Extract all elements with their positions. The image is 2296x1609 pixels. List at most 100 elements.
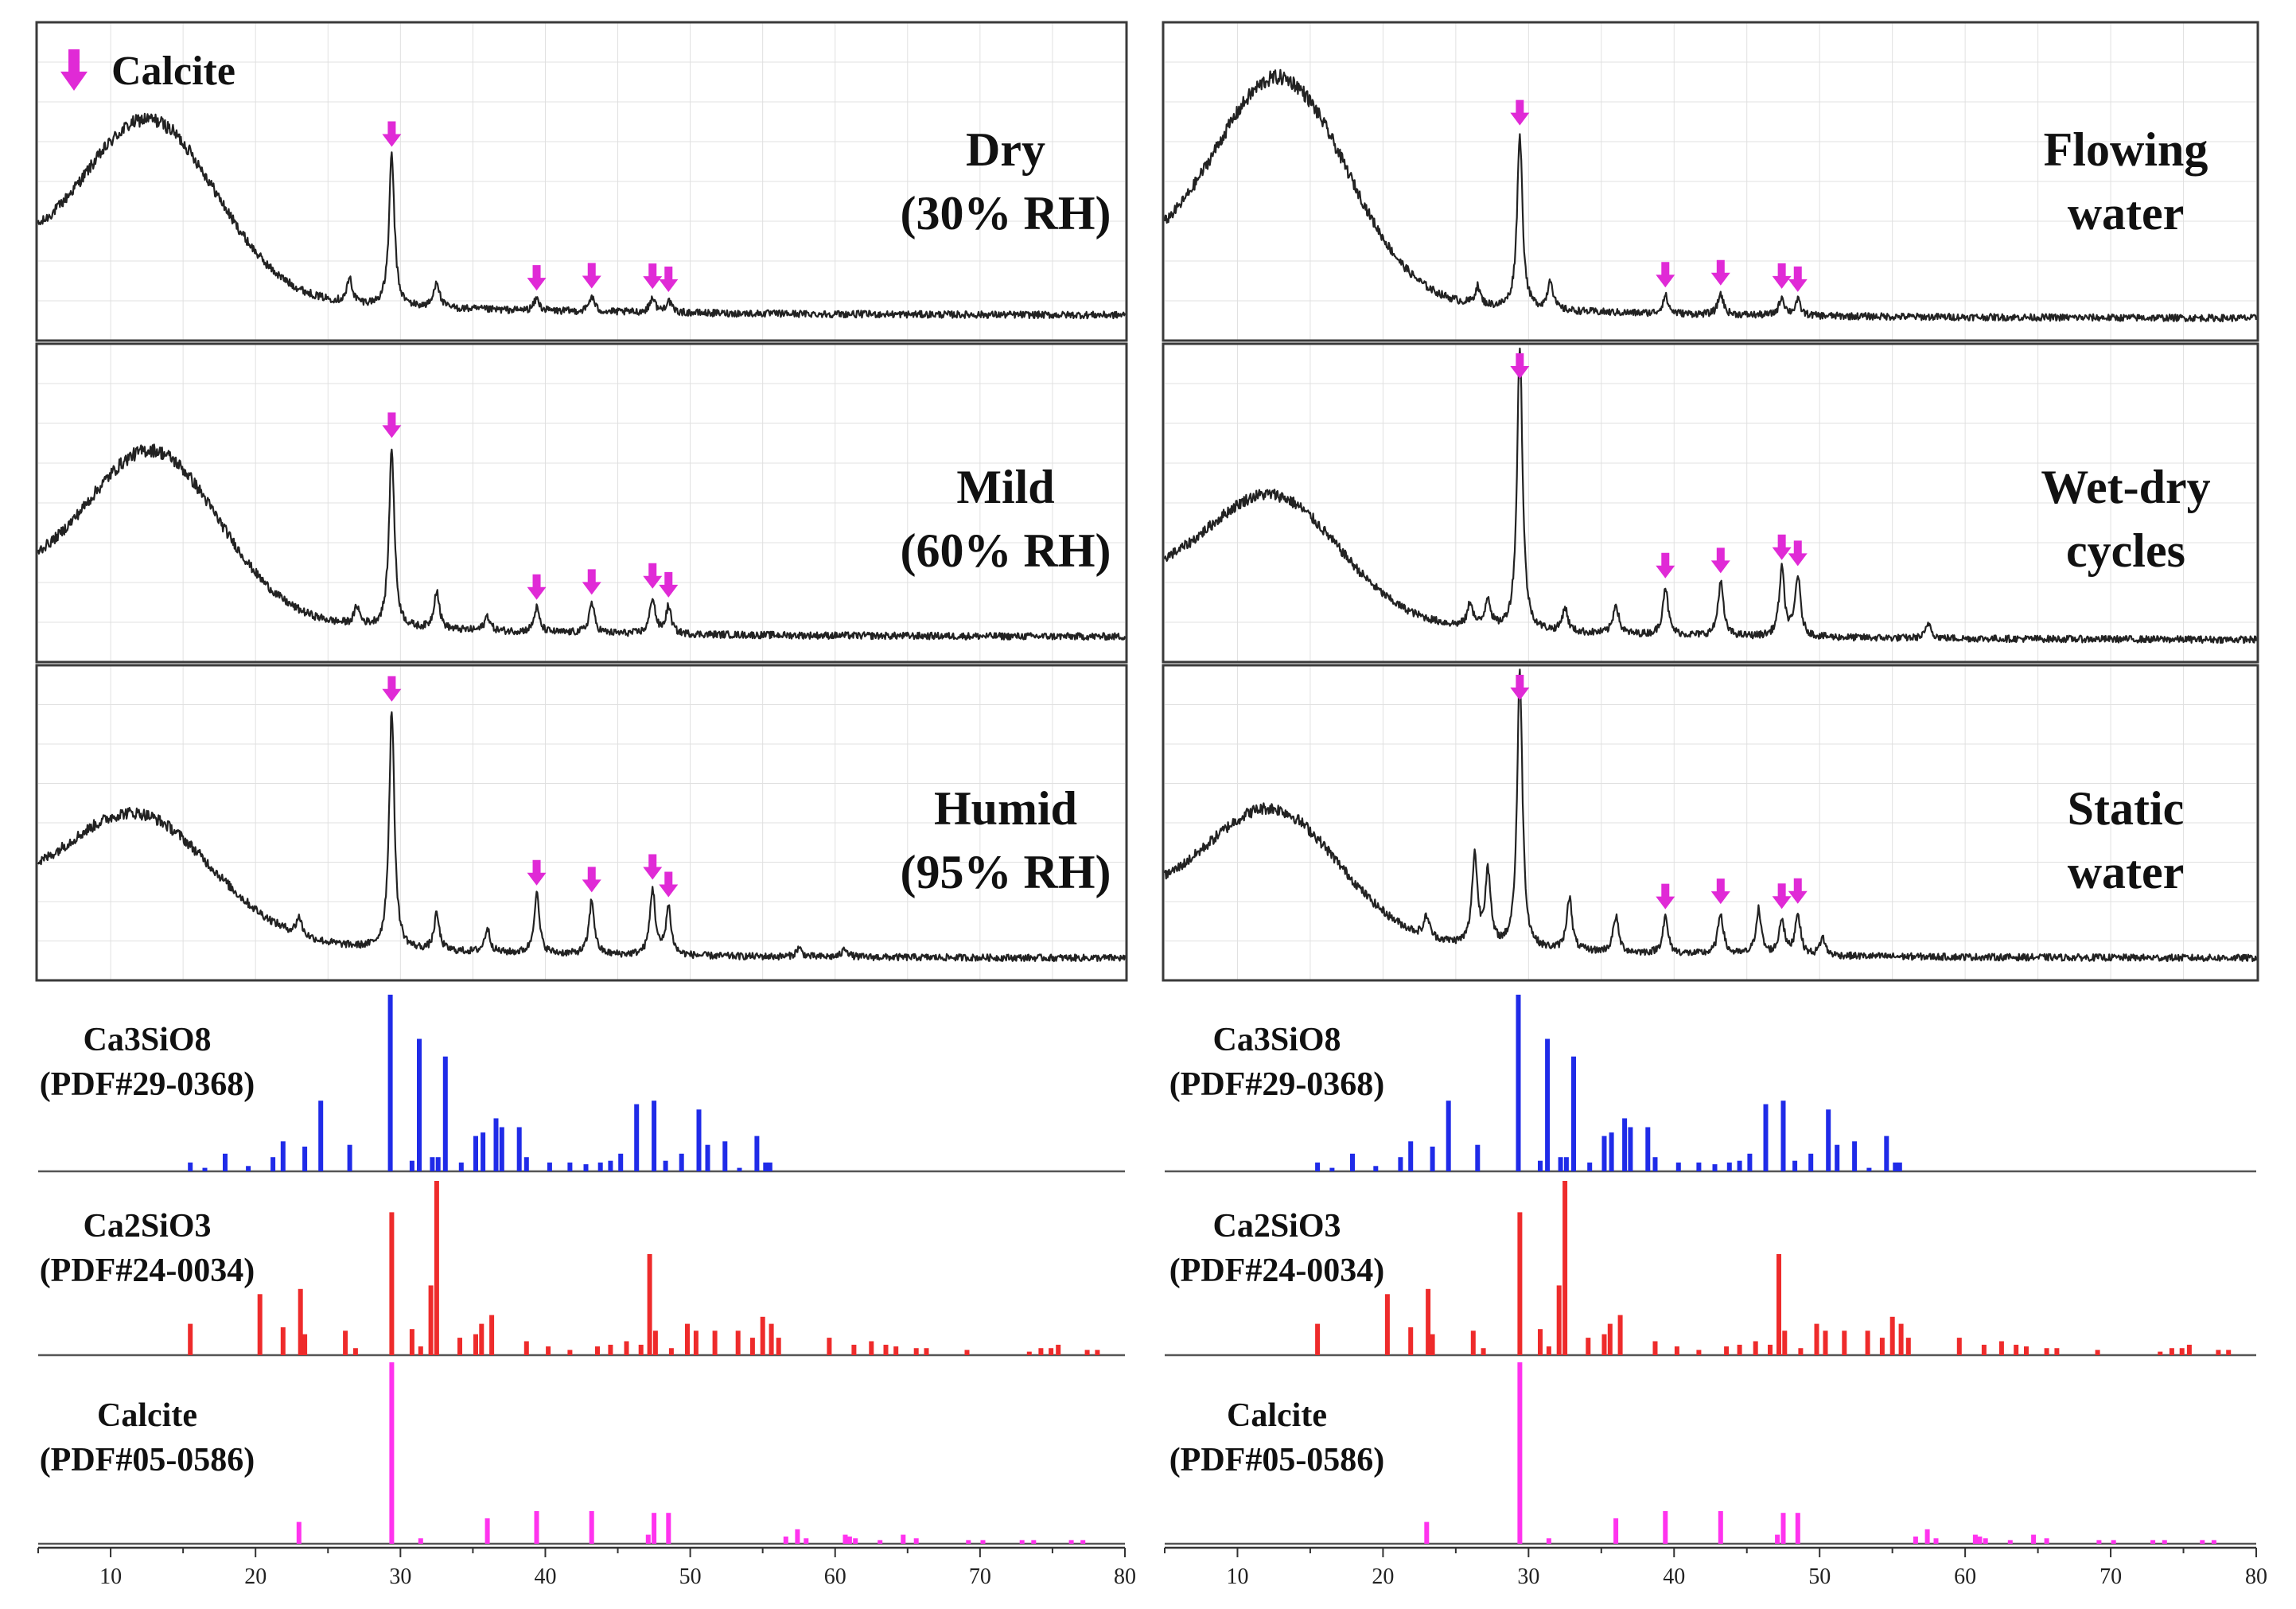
reference-stick	[1753, 1341, 1758, 1355]
reference-stick	[2179, 1348, 2185, 1355]
reference-pdf: (PDF#29-0368)	[40, 1066, 255, 1103]
calcite-marker-icon	[1788, 878, 1808, 904]
reference-stick	[2200, 1540, 2205, 1544]
reference-stick	[1031, 1540, 1037, 1544]
reference-stick	[1517, 1362, 1523, 1544]
reference-stick	[1545, 1038, 1551, 1171]
reference-stick	[1424, 1521, 1430, 1544]
reference-stick	[523, 1341, 529, 1355]
reference-stick	[597, 1162, 603, 1171]
reference-stick	[296, 1521, 302, 1544]
reference-sticks-layer	[38, 995, 2256, 1545]
x-tick-label: 40	[534, 1564, 556, 1589]
reference-stick	[434, 1181, 439, 1355]
reference-stick	[1712, 1164, 1718, 1171]
reference-stick	[652, 1513, 657, 1544]
calcite-marker-icon	[1788, 266, 1808, 292]
reference-stick	[595, 1346, 600, 1355]
reference-stick	[767, 1162, 772, 1171]
x-tick-label: 50	[1808, 1564, 1831, 1589]
reference-stick	[1546, 1346, 1551, 1355]
x-tick-label: 60	[824, 1564, 846, 1589]
reference-stick	[696, 1109, 702, 1171]
reference-stick	[1652, 1341, 1658, 1355]
legend-calcite-arrow-icon	[60, 49, 88, 91]
reference-stick	[1026, 1351, 1032, 1355]
reference-stick	[685, 1323, 690, 1355]
reference-stick	[1516, 995, 1521, 1171]
calcite-marker-icon	[1772, 534, 1792, 560]
condition-label: cycles	[2066, 524, 2185, 577]
reference-stick	[869, 1341, 874, 1355]
reference-stick	[2044, 1348, 2049, 1355]
reference-stick	[1586, 1338, 1591, 1355]
reference-stick	[1933, 1538, 1939, 1544]
reference-stick	[246, 1166, 251, 1171]
panel-frame	[1162, 21, 2259, 342]
reference-stick	[679, 1153, 684, 1171]
reference-stick	[924, 1348, 929, 1355]
reference-stick	[1470, 1330, 1476, 1355]
reference-stick	[883, 1344, 889, 1355]
reference-stick	[1674, 1346, 1679, 1355]
reference-stick	[2162, 1540, 2167, 1544]
reference-stick	[481, 1132, 486, 1171]
reference-stick	[1652, 1157, 1658, 1171]
reference-stick	[2111, 1540, 2116, 1544]
reference-stick	[516, 1127, 522, 1171]
reference-stick	[442, 1056, 448, 1171]
condition-label: water	[2068, 846, 2185, 898]
reference-stick	[2095, 1350, 2100, 1355]
reference-stick	[302, 1334, 308, 1355]
x-tick-label: 40	[1663, 1564, 1685, 1589]
reference-stick	[2150, 1540, 2156, 1544]
calcite-marker-icon	[1772, 263, 1792, 289]
reference-stick	[1628, 1127, 1633, 1171]
reference-stick	[484, 1518, 490, 1544]
reference-stick	[1780, 1513, 1786, 1544]
legend-label: Calcite	[111, 49, 235, 94]
reference-stick	[188, 1323, 193, 1355]
calcite-marker-icon	[659, 571, 679, 598]
reference-stick	[608, 1344, 613, 1355]
reference-name: Ca2SiO3	[1212, 1208, 1341, 1245]
reference-pdf: (PDF#24-0034)	[1169, 1253, 1385, 1289]
reference-stick	[1865, 1330, 1870, 1355]
panel-frame	[35, 664, 1128, 982]
condition-label: water	[2068, 187, 2185, 240]
reference-stick	[652, 1330, 658, 1355]
reference-stick	[1842, 1330, 1847, 1355]
reference-stick	[2186, 1344, 2192, 1355]
calcite-marker-icon	[1772, 883, 1792, 910]
reference-stick	[1617, 1315, 1623, 1355]
reference-stick	[901, 1534, 906, 1544]
reference-stick	[2007, 1540, 2013, 1544]
reference-stick	[1095, 1350, 1100, 1355]
panel-frame	[35, 21, 1128, 342]
reference-stick	[760, 1316, 765, 1355]
calcite-marker-icon	[1710, 547, 1730, 574]
reference-stick	[1798, 1348, 1804, 1355]
reference-stick	[1696, 1162, 1702, 1171]
reference-stick	[270, 1157, 276, 1171]
reference-stick	[547, 1162, 552, 1171]
calcite-marker-icon	[1510, 99, 1530, 126]
reference-stick	[1924, 1529, 1930, 1544]
reference-stick	[1068, 1540, 1074, 1544]
reference-stick	[608, 1160, 613, 1171]
xrd-pattern-line	[1163, 68, 2258, 322]
condition-label: Mild	[956, 461, 1054, 513]
reference-stick	[188, 1162, 193, 1171]
reference-stick	[1726, 1162, 1732, 1171]
reference-stick	[1426, 1288, 1431, 1355]
reference-stick	[1897, 1162, 1902, 1171]
reference-stick	[428, 1285, 434, 1355]
reference-stick	[1546, 1538, 1551, 1544]
reference-stick	[2216, 1350, 2221, 1355]
reference-stick	[1373, 1166, 1379, 1171]
reference-stick	[776, 1338, 781, 1355]
calcite-marker-icon	[582, 867, 601, 893]
reference-stick	[1737, 1160, 1742, 1171]
reference-stick	[1981, 1344, 1987, 1355]
reference-stick	[523, 1157, 529, 1171]
